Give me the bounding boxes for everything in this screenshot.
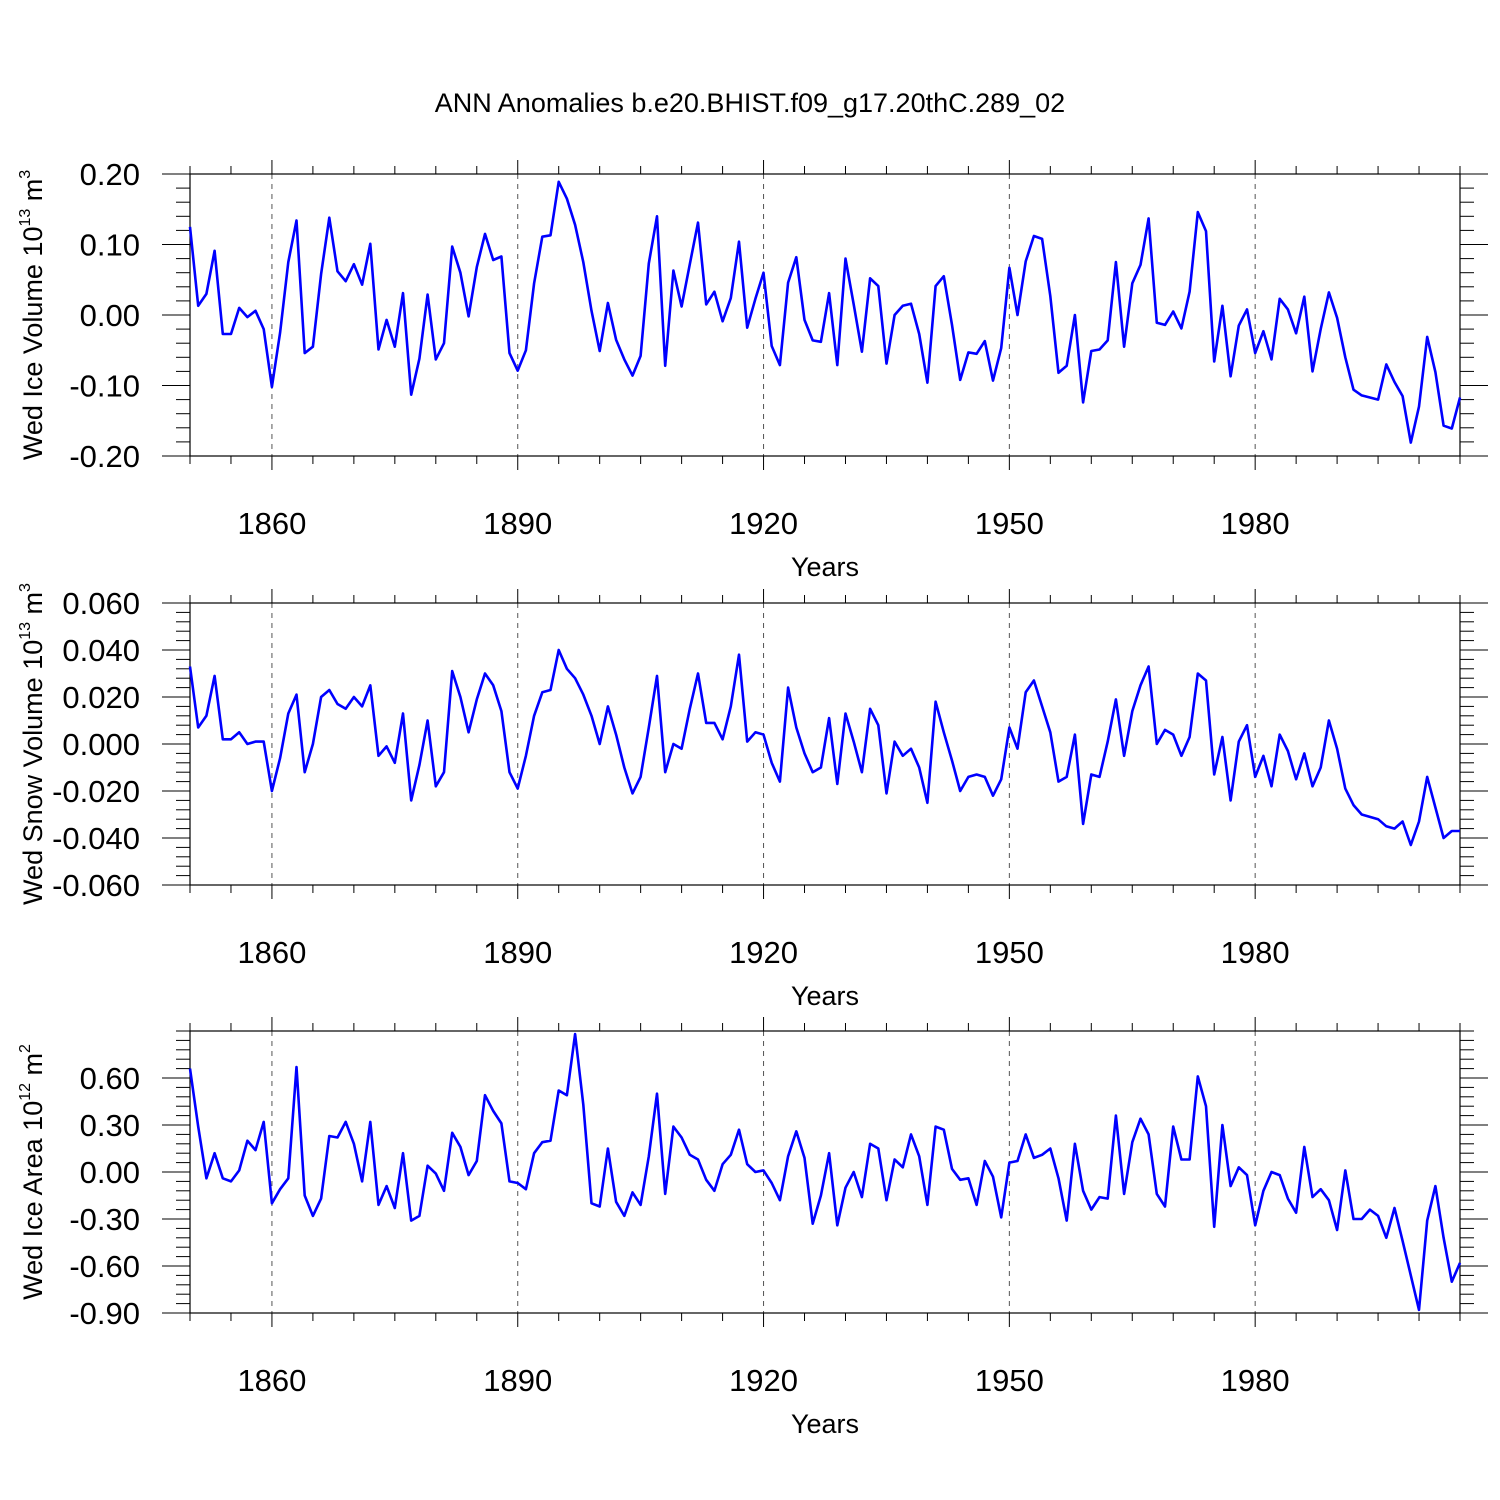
panel-ice-volume: -0.20 -0.10 0.00 0.10 0.20 1860 1890 1920 1950 19… bbox=[17, 157, 1488, 582]
y-tick-label: 0.00 bbox=[80, 1155, 140, 1190]
x-tick-label: 1950 bbox=[975, 506, 1044, 541]
y-tick-label: -0.060 bbox=[52, 868, 140, 903]
y-tick-label: -0.30 bbox=[69, 1202, 140, 1237]
series-line-ice-area bbox=[188, 1032, 1462, 1312]
x-tick-label: 1890 bbox=[483, 935, 552, 970]
x-axis-label: Years bbox=[791, 1409, 859, 1439]
x-axis-label: Years bbox=[791, 981, 859, 1011]
y-axis-label: Wed Snow Volume 1013 m3 bbox=[17, 583, 48, 905]
x-tick-label: 1920 bbox=[729, 935, 798, 970]
x-tick-label: 1980 bbox=[1221, 506, 1290, 541]
y-tick-label: 0.10 bbox=[80, 228, 140, 263]
panel-ice-area: -0.90 -0.60 -0.30 0.00 0.30 0.60 1860 1890 1920 1… bbox=[17, 1017, 1488, 1439]
y-tick-label: 0.020 bbox=[62, 680, 140, 715]
x-tick-label: 1890 bbox=[483, 1363, 552, 1398]
series-line-snow-volume bbox=[188, 648, 1460, 847]
y-tick-label: -0.10 bbox=[69, 369, 140, 404]
x-tick-label: 1950 bbox=[975, 935, 1044, 970]
x-tick-label: 1860 bbox=[237, 1363, 306, 1398]
chart-title: ANN Anomalies b.e20.BHIST.f09_g17.20thC.… bbox=[435, 88, 1065, 118]
x-tick-label: 1860 bbox=[237, 506, 306, 541]
y-tick-label: -0.20 bbox=[69, 439, 140, 474]
y-tick-label: 0.060 bbox=[62, 586, 140, 621]
x-axis-label: Years bbox=[791, 552, 859, 582]
x-tick-label: 1920 bbox=[729, 1363, 798, 1398]
x-tick-label: 1980 bbox=[1221, 935, 1290, 970]
y-tick-label: 0.30 bbox=[80, 1108, 140, 1143]
y-tick-label: 0.000 bbox=[62, 727, 140, 762]
x-tick-label: 1950 bbox=[975, 1363, 1044, 1398]
y-tick-label: -0.020 bbox=[52, 774, 140, 809]
y-tick-label: 0.00 bbox=[80, 298, 140, 333]
x-tick-label: 1890 bbox=[483, 506, 552, 541]
y-tick-label: -0.90 bbox=[69, 1296, 140, 1331]
series-line-ice-volume bbox=[188, 180, 1462, 444]
x-tick-label: 1920 bbox=[729, 506, 798, 541]
x-tick-label: 1860 bbox=[237, 935, 306, 970]
panel-snow-volume: -0.060 -0.040 -0.020 0.000 0.020 0.040 0.060 18… bbox=[17, 583, 1488, 1011]
y-tick-label: 0.040 bbox=[62, 633, 140, 668]
y-tick-label: 0.20 bbox=[80, 157, 140, 192]
y-tick-label: 0.60 bbox=[80, 1061, 140, 1096]
y-tick-label: -0.60 bbox=[69, 1249, 140, 1284]
y-tick-label: -0.040 bbox=[52, 821, 140, 856]
y-axis-label: Wed Ice Volume 1013 m3 bbox=[17, 170, 48, 460]
y-axis-label: Wed Ice Area 1012 m2 bbox=[17, 1044, 48, 1300]
x-tick-label: 1980 bbox=[1221, 1363, 1290, 1398]
